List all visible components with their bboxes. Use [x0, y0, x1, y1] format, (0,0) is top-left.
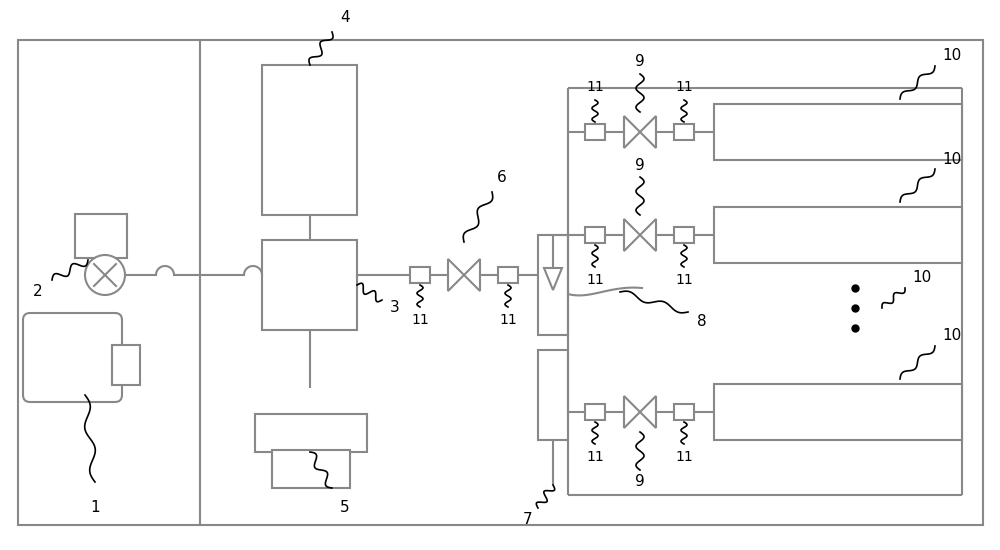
Bar	[255, 414, 367, 452]
Polygon shape	[640, 396, 656, 428]
Polygon shape	[624, 219, 640, 251]
Text: 5: 5	[340, 500, 350, 515]
Text: 3: 3	[390, 300, 400, 316]
Bar	[498, 267, 518, 283]
Text: 6: 6	[497, 170, 507, 185]
Text: 11: 11	[675, 450, 693, 464]
Text: 9: 9	[635, 157, 645, 173]
Text: 2: 2	[33, 284, 43, 300]
Bar	[585, 124, 605, 140]
Bar	[714, 384, 962, 440]
Text: 9: 9	[635, 54, 645, 69]
Text: 9: 9	[635, 475, 645, 490]
Text: 11: 11	[675, 80, 693, 94]
Polygon shape	[544, 268, 562, 290]
Text: 4: 4	[340, 10, 350, 25]
Polygon shape	[448, 259, 464, 291]
Text: 8: 8	[697, 315, 707, 329]
Bar	[585, 404, 605, 420]
Bar	[18, 40, 983, 525]
Polygon shape	[624, 396, 640, 428]
Text: 11: 11	[586, 450, 604, 464]
Bar	[585, 227, 605, 243]
Bar	[410, 267, 430, 283]
Polygon shape	[640, 219, 656, 251]
Bar	[674, 124, 694, 140]
Polygon shape	[624, 116, 640, 148]
Bar	[538, 235, 568, 335]
Text: 11: 11	[586, 80, 604, 94]
Bar	[714, 207, 962, 263]
Text: 10: 10	[942, 328, 962, 344]
Text: 1: 1	[90, 500, 100, 515]
Bar	[112, 345, 140, 385]
Bar	[674, 404, 694, 420]
Bar	[262, 65, 357, 215]
Text: 10: 10	[912, 271, 932, 285]
Text: 10: 10	[942, 48, 962, 63]
Bar	[538, 350, 568, 440]
Bar	[262, 240, 357, 330]
Bar	[272, 450, 350, 488]
Circle shape	[85, 255, 125, 295]
Text: 11: 11	[586, 273, 604, 287]
Text: 11: 11	[499, 313, 517, 327]
Bar	[714, 104, 962, 160]
Bar	[75, 214, 127, 258]
Text: 11: 11	[675, 273, 693, 287]
Text: 10: 10	[942, 151, 962, 167]
Text: 7: 7	[523, 513, 533, 527]
FancyBboxPatch shape	[23, 313, 122, 402]
Polygon shape	[640, 116, 656, 148]
Polygon shape	[464, 259, 480, 291]
Bar	[674, 227, 694, 243]
Text: 11: 11	[411, 313, 429, 327]
